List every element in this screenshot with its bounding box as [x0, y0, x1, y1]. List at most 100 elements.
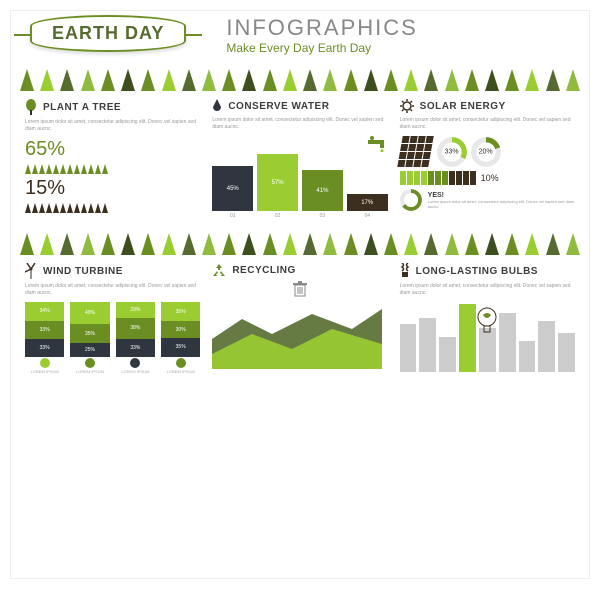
- divider-tree: [505, 69, 519, 91]
- section-title: WIND TURBINE: [43, 266, 123, 277]
- divider-tree: [81, 69, 95, 91]
- water-bar: 45%01: [212, 166, 253, 219]
- person-icon: [421, 171, 427, 185]
- person-icon: [435, 171, 441, 185]
- faucet-icon: [212, 136, 387, 152]
- bulb-bar: [499, 313, 516, 373]
- bottom-grid: WIND TURBINE Lorem ipsum dolor sit amet,…: [0, 255, 600, 382]
- divider-tree: [20, 69, 34, 91]
- divider-tree: [283, 69, 297, 91]
- bulb-bar: [519, 341, 536, 372]
- yes-donut: [400, 189, 422, 211]
- section-recycling: RECYCLING: [212, 263, 387, 374]
- top-grid: PLANT A TREE Lorem ipsum dolor sit amet,…: [0, 91, 600, 227]
- divider-tree: [404, 69, 418, 91]
- wind-stacked-chart: 34%33%33%LOREM IPSUM40%35%25%LOREM IPSUM…: [25, 302, 200, 374]
- yes-text: Lorem ipsum dolor sit amet, consectetur …: [428, 199, 575, 209]
- divider-tree: [445, 69, 459, 91]
- divider-tree: [364, 233, 378, 255]
- section-solar-energy: SOLAR ENERGY Lorem ipsum dolor sit amet,…: [400, 99, 575, 219]
- water-bar: 57%02: [257, 154, 298, 219]
- person-icon: [463, 171, 469, 185]
- divider-tree: [81, 233, 95, 255]
- bulb-bar: [459, 304, 476, 372]
- cfl-bulb-icon: [400, 263, 410, 279]
- person-icon: [442, 171, 448, 185]
- badge-title: EARTH DAY: [52, 23, 164, 44]
- person-icon: [407, 171, 413, 185]
- plant-tree-row: [25, 164, 200, 174]
- sun-gear-icon: [400, 99, 414, 113]
- page-subtitle: Make Every Day Earth Day: [226, 41, 570, 55]
- tree-icon: [25, 99, 37, 115]
- bulb-bar: [558, 333, 575, 372]
- water-bar: 41%03: [302, 170, 343, 219]
- divider-tree: [20, 233, 34, 255]
- lightbulb-leaf-icon: [475, 307, 499, 342]
- water-drop-icon: [212, 99, 222, 113]
- divider-tree: [222, 69, 236, 91]
- section-title: LONG-LASTING BULBS: [416, 266, 538, 277]
- wind-column: 29%38%33%LOREM IPSUM: [116, 302, 155, 374]
- section-bulbs: LONG-LASTING BULBS Lorem ipsum dolor sit…: [400, 263, 575, 374]
- divider-tree: [364, 69, 378, 91]
- divider-tree: [303, 233, 317, 255]
- divider-tree: [60, 233, 74, 255]
- earth-day-badge: EARTH DAY: [30, 15, 186, 52]
- divider-tree: [485, 69, 499, 91]
- divider-tree: [424, 233, 438, 255]
- page-title: INFOGRAPHICS: [226, 15, 570, 41]
- divider-tree: [344, 69, 358, 91]
- divider-tree: [121, 233, 135, 255]
- divider-tree: [162, 233, 176, 255]
- divider-tree: [465, 233, 479, 255]
- divider-tree: [525, 69, 539, 91]
- divider-tree: [263, 69, 277, 91]
- section-body: Lorem ipsum dolor sit amet, consectetur …: [400, 283, 575, 296]
- divider-tree: [40, 233, 54, 255]
- divider-tree: [546, 69, 560, 91]
- divider-tree: [505, 233, 519, 255]
- divider-tree: [242, 69, 256, 91]
- plant-percentage: 15%: [25, 177, 200, 200]
- divider-tree: [384, 69, 398, 91]
- yes-label: YES!: [428, 192, 575, 199]
- divider-tree: [384, 233, 398, 255]
- person-icon: [449, 171, 455, 185]
- solar-panel-row: 33%20%: [400, 136, 575, 167]
- divider-tree: [141, 69, 155, 91]
- recycling-area-chart: [212, 299, 387, 369]
- person-icon: [414, 171, 420, 185]
- divider-tree: [303, 69, 317, 91]
- divider-tree: [404, 233, 418, 255]
- divider-tree: [101, 69, 115, 91]
- divider-tree: [485, 233, 499, 255]
- divider-tree: [323, 69, 337, 91]
- person-icon: [400, 171, 406, 185]
- divider-tree: [121, 69, 135, 91]
- tree-divider-bottom: [0, 227, 600, 255]
- divider-tree: [222, 233, 236, 255]
- divider-tree: [445, 233, 459, 255]
- trash-icon: [293, 281, 307, 297]
- section-wind-turbine: WIND TURBINE Lorem ipsum dolor sit amet,…: [25, 263, 200, 374]
- person-icon: [456, 171, 462, 185]
- wind-column: 34%33%33%LOREM IPSUM: [25, 302, 64, 374]
- section-conserve-water: CONSERVE WATER Lorem ipsum dolor sit ame…: [212, 99, 387, 219]
- people-stat: 10%: [481, 173, 499, 183]
- section-title: PLANT A TREE: [43, 102, 121, 113]
- solar-panel-icon: [397, 136, 433, 167]
- section-body: Lorem ipsum dolor sit amet, consectetur …: [400, 117, 575, 130]
- person-icon: [470, 171, 476, 185]
- divider-tree: [182, 233, 196, 255]
- divider-tree: [40, 69, 54, 91]
- wind-column: 40%35%25%LOREM IPSUM: [70, 302, 109, 374]
- bulb-bar: [400, 324, 417, 372]
- divider-tree: [263, 233, 277, 255]
- divider-tree: [566, 233, 580, 255]
- divider-tree: [465, 69, 479, 91]
- divider-tree: [323, 233, 337, 255]
- section-body: Lorem ipsum dolor sit amet, consectetur …: [212, 117, 387, 130]
- section-body: Lorem ipsum dolor sit amet, consectetur …: [25, 119, 200, 132]
- divider-tree: [182, 69, 196, 91]
